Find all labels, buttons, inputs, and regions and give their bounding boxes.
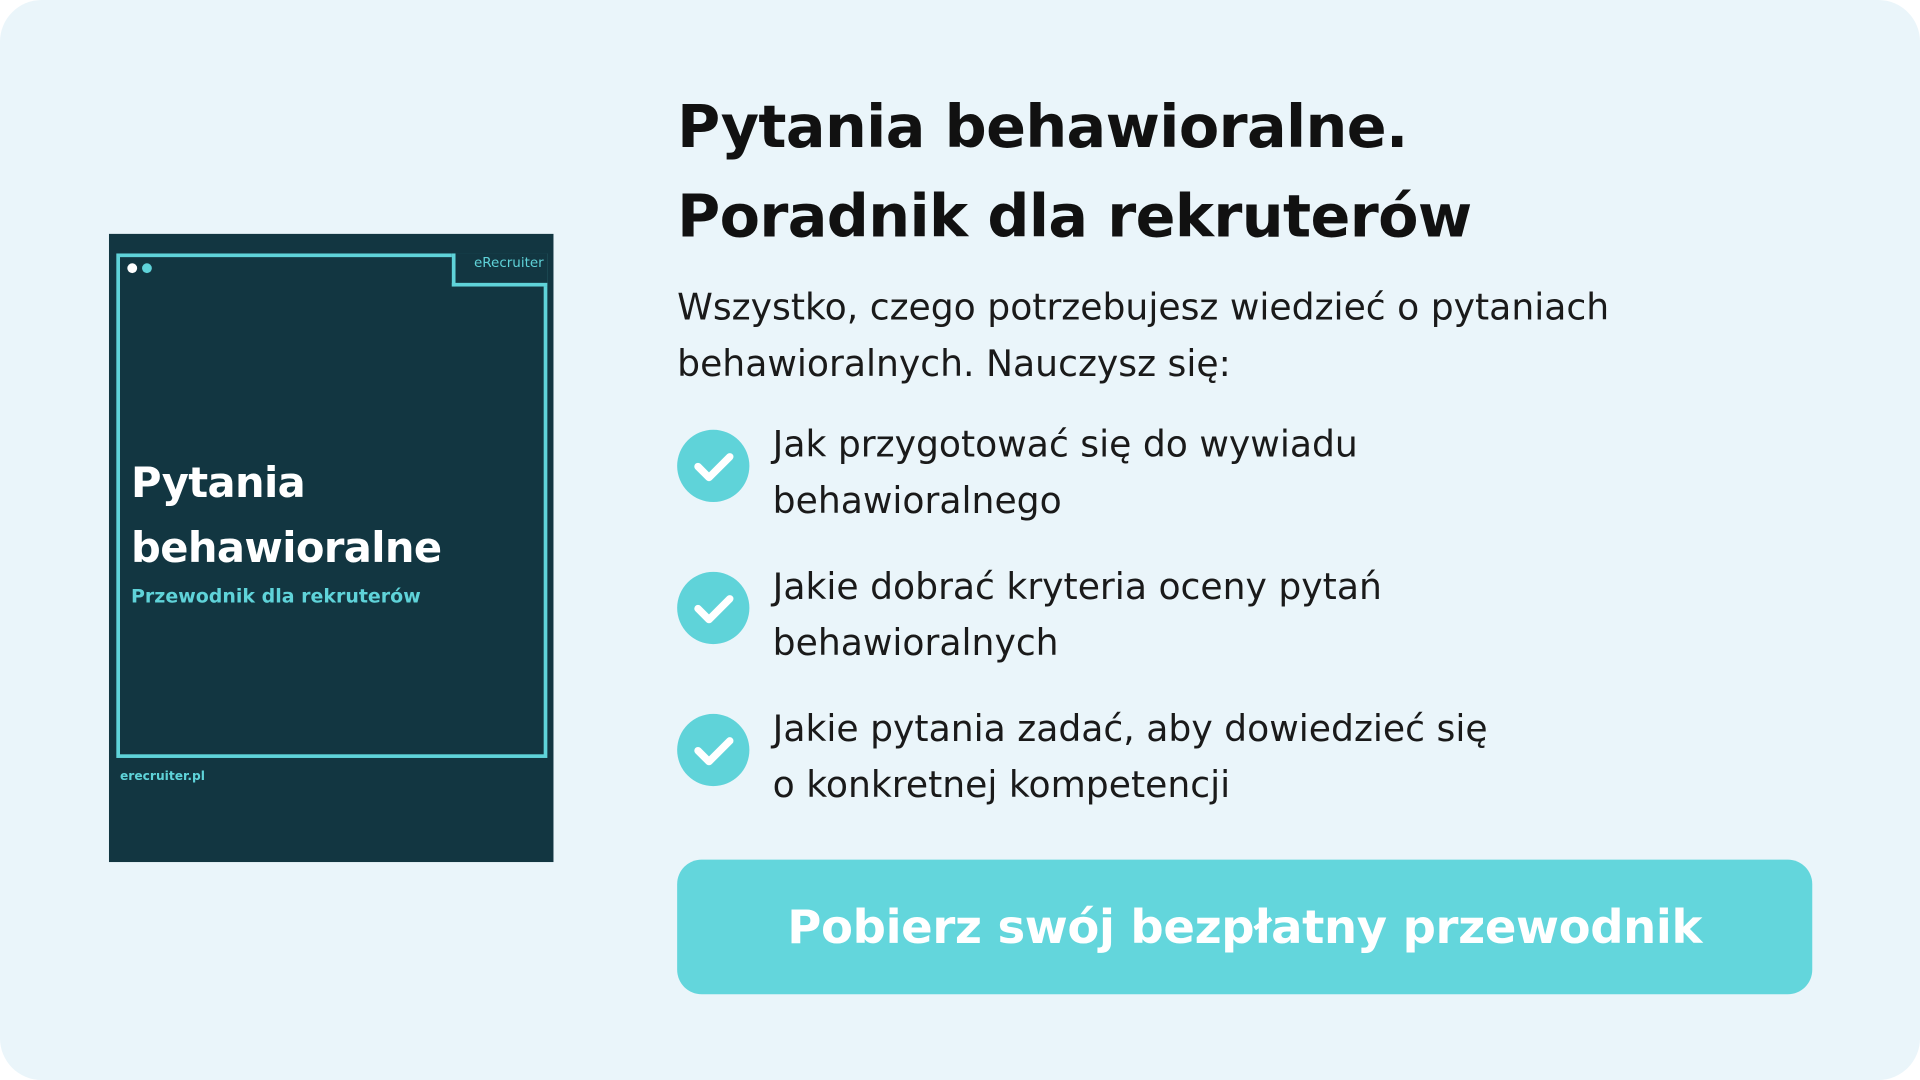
- cover-notch: [451, 253, 548, 287]
- title-line: Poradnik dla rekruterów: [677, 182, 1472, 252]
- cover-title-line: Pytania: [131, 459, 306, 509]
- list-line: Jakie pytania zadać, aby dowiedzieć się: [772, 707, 1488, 750]
- list-line: Jak przygotować się do wywiadu: [772, 423, 1358, 466]
- list-item-text: Jakie dobrać kryteria oceny pytań behawio…: [773, 558, 1655, 671]
- download-guide-button[interactable]: Pobierz swój bezpłatny przewodnik: [677, 859, 1813, 995]
- check-circle-icon: [677, 571, 750, 645]
- cover-title-line: behawioralne: [131, 524, 442, 574]
- check-circle-icon: [677, 713, 750, 787]
- dot-icon: [127, 263, 138, 274]
- check-circle-icon: [677, 429, 750, 503]
- cover-url: erecruiter.pl: [120, 770, 205, 784]
- cover-subtitle: Przewodnik dla rekruterów: [131, 585, 421, 608]
- cover-brand: eRecruiter: [474, 254, 544, 271]
- title-line: Pytania behawioralne.: [677, 93, 1408, 162]
- list-line: behawioralnych: [772, 622, 1059, 664]
- page-title: Pytania behawioralne. Poradnik dla rekru…: [677, 83, 1472, 262]
- cover-title: Pytania behawioralne: [131, 452, 442, 582]
- intro-text: Wszystko, czego potrzebujesz wiedzieć o …: [677, 286, 1610, 385]
- list-item-text: Jakie pytania zadać, aby dowiedzieć się o…: [773, 700, 1655, 813]
- cover-frame: [116, 253, 548, 758]
- list-line: Jakie dobrać kryteria oceny pytań: [772, 565, 1382, 608]
- dot-icon: [142, 263, 152, 274]
- list-line: o konkretnej kompetencji: [772, 764, 1231, 806]
- list-item-text: Jak przygotować się do wywiadu behawioral…: [773, 416, 1655, 529]
- list-line: behawioralnego: [772, 480, 1062, 522]
- ebook-cover-image: eRecruiter Pytania behawioralne Przewodn…: [108, 233, 554, 863]
